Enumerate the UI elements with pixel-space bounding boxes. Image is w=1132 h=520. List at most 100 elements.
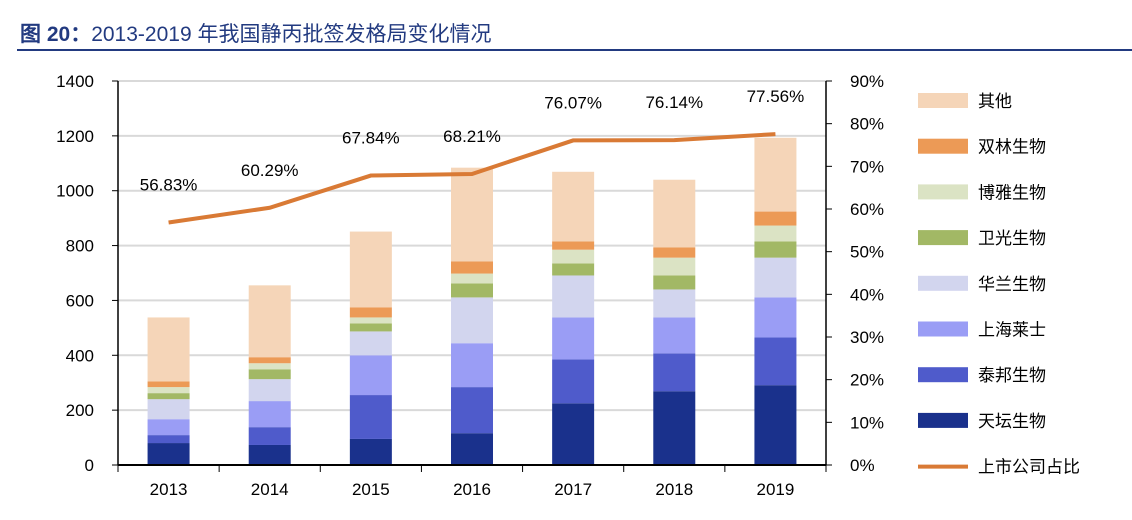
legend-swatch <box>918 321 968 337</box>
y2-tick-label: 80% <box>850 115 884 134</box>
bar-segment <box>653 391 696 465</box>
legend-swatch <box>918 138 968 154</box>
bar-segment <box>754 385 797 465</box>
bar-segment <box>451 433 493 465</box>
bar-segment <box>349 331 392 356</box>
legend-swatch <box>918 184 968 200</box>
line-data-label: 67.84% <box>342 129 400 148</box>
legend-label: 上海莱士 <box>978 321 1046 340</box>
bar-segment <box>349 307 392 318</box>
y-tick-label: 0 <box>85 456 94 475</box>
bar-segment <box>653 289 696 318</box>
bar-segment <box>147 317 190 382</box>
bar-segment <box>552 403 595 465</box>
bar-segment <box>451 283 493 298</box>
bar-segment <box>451 167 493 262</box>
legend-label: 卫光生物 <box>978 229 1046 248</box>
bar-segment <box>552 275 595 318</box>
x-tick-label: 2019 <box>757 480 795 499</box>
legend-swatch <box>918 93 968 108</box>
legend-label: 华兰生物 <box>978 275 1046 294</box>
bar-segment <box>653 317 696 354</box>
bar-segment <box>349 395 392 439</box>
y2-tick-label: 20% <box>850 371 884 390</box>
x-tick-label: 2018 <box>655 480 693 499</box>
x-tick-label: 2015 <box>352 480 390 499</box>
legend-swatch <box>918 412 968 428</box>
x-tick-label: 2017 <box>554 480 592 499</box>
line-data-label: 68.21% <box>443 127 501 146</box>
bar-segment <box>147 387 190 394</box>
y2-tick-label: 90% <box>850 72 884 91</box>
bar-segment <box>754 297 797 338</box>
y2-tick-label: 0% <box>850 456 875 475</box>
y2-tick-label: 10% <box>850 413 884 432</box>
bar-segment <box>349 231 392 308</box>
bar-segment <box>552 359 595 404</box>
legend-label: 其他 <box>978 92 1012 111</box>
bar-segment <box>147 419 190 436</box>
bar-segment <box>653 179 696 248</box>
bar-segment <box>147 443 190 465</box>
bar-segment <box>451 387 493 434</box>
bar-segment <box>653 275 696 290</box>
bar-segment <box>451 261 493 274</box>
legend-swatch <box>918 230 968 246</box>
y-tick-label: 1000 <box>56 182 94 201</box>
bar-segment <box>653 257 696 276</box>
legend-swatch <box>918 367 968 383</box>
line-data-label: 76.07% <box>544 93 602 112</box>
bar-segment <box>754 241 797 258</box>
bar-segment <box>349 355 392 396</box>
bar-segment <box>248 363 291 370</box>
bar-segment <box>147 393 190 400</box>
bar-segment <box>552 241 595 250</box>
chart-title: 图 20：2013-2019 年我国静丙批签发格局变化情况 <box>20 18 491 48</box>
line-data-label: 56.83% <box>140 176 198 195</box>
bar-segment <box>552 317 595 360</box>
bar-segment <box>349 317 392 324</box>
x-tick-label: 2013 <box>150 480 188 499</box>
bar-segment <box>653 247 696 258</box>
bar-segment <box>349 438 392 465</box>
y-tick-label: 1200 <box>56 127 94 146</box>
bar-segment <box>451 343 493 388</box>
bar-segment <box>552 171 595 242</box>
legend-label: 上市公司占比 <box>978 458 1080 477</box>
share-line <box>168 132 776 225</box>
legend-label: 博雅生物 <box>978 183 1046 202</box>
bar-segment <box>147 399 190 420</box>
bar-segment <box>451 297 493 344</box>
bar-segment <box>147 381 190 388</box>
y-tick-label: 800 <box>66 237 94 256</box>
y2-tick-label: 40% <box>850 285 884 304</box>
bar-segment <box>248 357 291 364</box>
x-tick-label: 2014 <box>251 480 289 499</box>
bar-segment <box>653 353 696 392</box>
y2-tick-label: 70% <box>850 157 884 176</box>
bar-segment <box>248 427 291 445</box>
line-data-label: 77.56% <box>747 87 805 106</box>
y-tick-label: 1400 <box>56 72 94 91</box>
bar-segment <box>754 225 797 242</box>
bar-segment <box>248 369 291 380</box>
bar-segment <box>552 249 595 264</box>
line-data-label: 76.14% <box>645 93 703 112</box>
bar-segment <box>754 137 797 212</box>
bar-segment <box>451 273 493 284</box>
y2-tick-label: 30% <box>850 328 884 347</box>
legend-label: 天坛生物 <box>978 412 1046 431</box>
legend-label: 泰邦生物 <box>978 366 1046 385</box>
title-underline <box>17 49 1132 51</box>
bar-segment <box>248 285 291 358</box>
bar-segment <box>349 323 392 332</box>
figure-number: 图 20： <box>20 23 92 46</box>
line-data-label: 60.29% <box>241 161 299 180</box>
y-tick-label: 400 <box>66 346 94 365</box>
title-text: 2013-2019 年我国静丙批签发格局变化情况 <box>91 23 492 46</box>
bar-segment <box>754 257 797 298</box>
bar-segment <box>754 211 797 226</box>
bar-segment <box>147 435 190 444</box>
x-tick-label: 2016 <box>453 480 491 499</box>
